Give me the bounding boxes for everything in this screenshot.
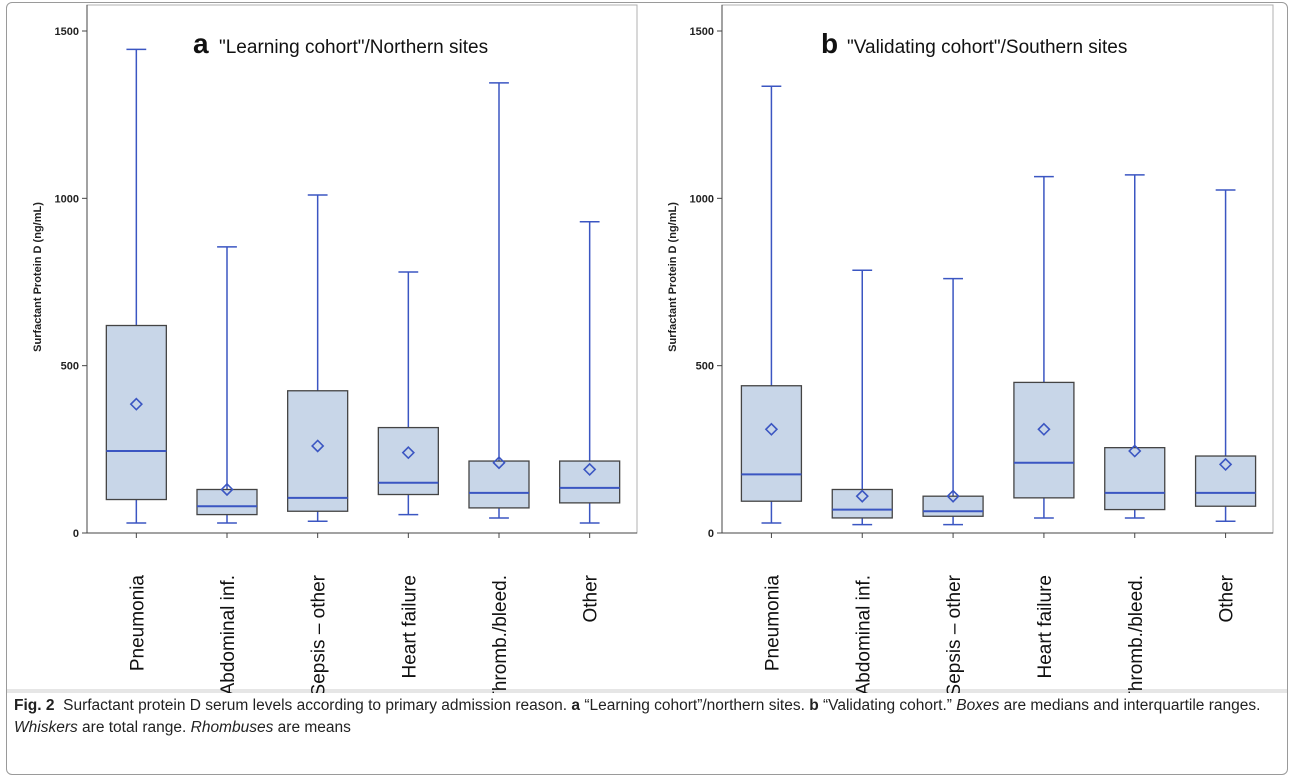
panel-a-y-tick-label: 0 — [73, 528, 79, 540]
caption-b-text: “Validating cohort.” — [823, 697, 952, 714]
panel-a-y-tick-label: 1500 — [55, 26, 79, 38]
panel-b-frame — [721, 4, 1274, 534]
panel-a-mean-marker — [311, 439, 325, 453]
panel-a-mean-marker — [492, 456, 506, 470]
figure-caption: Fig. 2 Surfactant protein D serum levels… — [14, 695, 1276, 739]
caption-whiskers-word: Whiskers — [14, 719, 78, 736]
panel-a-y-tick-label: 1000 — [55, 193, 79, 205]
figure-container: a "Learning cohort"/Northern sites 0 500 100… — [6, 2, 1288, 775]
panel-a-iqr-box — [105, 324, 167, 501]
panel-b-iqr-box — [1013, 381, 1075, 499]
panel-a-mean-marker — [401, 446, 415, 460]
panel-b-mean-marker — [1128, 444, 1142, 458]
caption-boxes-text: are medians and interquartile ranges. — [1003, 697, 1261, 714]
panel-b-mean-marker — [855, 489, 869, 503]
panel-b-y-tick-label: 500 — [696, 361, 714, 373]
panel-b-y-axis-label: Surfactant Protein D (ng/mL) — [667, 202, 679, 352]
caption-boxes-word: Boxes — [956, 697, 1000, 714]
panel-a-frame — [86, 4, 638, 534]
panel-b-y-tick-label: 1000 — [690, 193, 714, 205]
caption-main-text: Surfactant protein D serum levels accord… — [63, 697, 568, 714]
panel-a-iqr-box — [377, 426, 439, 496]
chart-canvas: a "Learning cohort"/Northern sites 0 500 100… — [7, 4, 1287, 774]
panel-a-iqr-box — [559, 460, 621, 504]
panel-b-iqr-box — [831, 488, 893, 519]
panel-a-y-axis-label: Surfactant Protein D (ng/mL) — [32, 202, 44, 352]
panel-b-title: "Validating cohort"/Southern sites — [847, 37, 1127, 58]
panel-a-x-tick-label: Abdominal inf. — [218, 575, 239, 693]
caption-fig-label: Fig. 2 — [14, 697, 55, 714]
caption-whiskers-text: are total range. — [82, 719, 187, 736]
panel-a-mean-marker — [583, 462, 597, 477]
panel-a-mean-marker — [129, 397, 143, 411]
caption-band — [7, 689, 1287, 774]
panel-b-iqr-box — [1194, 455, 1257, 507]
panel-a-x-tick-label: Sepsis – other — [309, 574, 330, 693]
panel-a-mean-marker — [220, 482, 234, 497]
panel-b-x-tick-label: Pneumonia — [762, 575, 783, 672]
panel-b-mean-marker — [1037, 422, 1051, 436]
caption-a-letter: a — [571, 697, 581, 714]
panel-b-x-tick-label: Abdominal inf. — [853, 575, 874, 693]
panel-b-mean-marker — [946, 489, 960, 503]
panel-b-x-tick-label: Other — [1217, 574, 1238, 622]
panel-b-x-tick-label: Thromb./bleed. — [1126, 575, 1147, 693]
panel-a-letter: a — [193, 28, 209, 59]
panel-a-title: "Learning cohort"/Northern sites — [219, 37, 488, 58]
panel-a-x-tick-label: Heart failure — [399, 575, 420, 679]
panel-a-y-tick-label: 500 — [61, 361, 79, 373]
panel-b-iqr-box — [740, 385, 803, 502]
panel-b-x-tick-label: Sepsis – other — [944, 574, 965, 693]
panel-a-iqr-box — [196, 488, 258, 516]
panel-b-iqr-box — [922, 495, 984, 517]
panel-b-mean-marker — [1218, 457, 1233, 472]
panel-a-x-tick-label: Thromb./bleed. — [490, 575, 511, 693]
caption-rhombuses-word: Rhombuses — [190, 719, 274, 736]
caption-b-letter: b — [809, 697, 819, 714]
panel-b-iqr-box — [1104, 447, 1166, 511]
panel-b-x-tick-label: Heart failure — [1035, 575, 1056, 679]
panel-b-letter: b — [821, 28, 838, 59]
caption-rhombuses-text: are means — [277, 719, 351, 736]
panel-a-x-tick-label: Pneumonia — [127, 575, 148, 672]
panel-b-y-tick-label: 1500 — [690, 26, 714, 38]
panel-b-y-tick-label: 0 — [708, 528, 714, 540]
caption-a-text: “Learning cohort”/northern sites. — [584, 697, 805, 714]
panel-b-mean-marker — [764, 422, 779, 436]
panel-a-x-tick-label: Other — [581, 574, 602, 622]
